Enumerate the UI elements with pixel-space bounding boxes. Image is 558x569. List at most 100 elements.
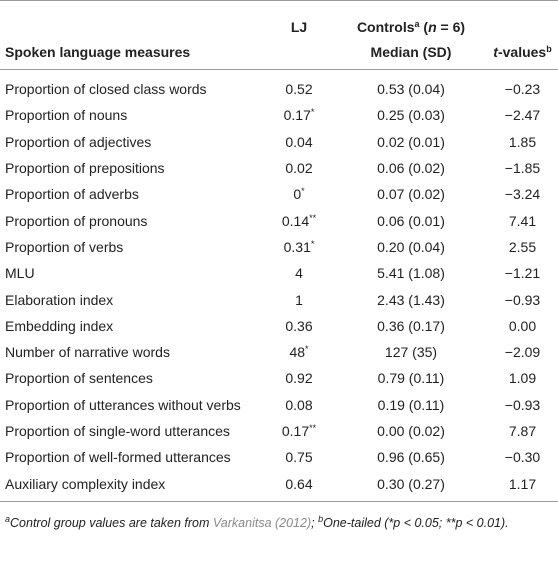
lj-cell: 0.08 (263, 392, 335, 418)
table-row: Proportion of single-word utterances 0.17… (0, 418, 558, 444)
t-cell: −0.30 (487, 444, 558, 470)
t-cell: 7.41 (487, 207, 558, 233)
measure-cell: Proportion of prepositions (0, 155, 263, 181)
lj-value: 0.17 (283, 107, 311, 124)
controls-value: 0.19 (0.11) (377, 396, 445, 413)
header-cell: t-valuesb (487, 35, 558, 70)
measure-cell: Proportion of sentences (0, 365, 263, 391)
lj-cell: 4 (263, 260, 335, 286)
t-cell: 2.55 (487, 234, 558, 260)
controls-value: 0.07 (0.02) (377, 186, 445, 203)
header-row: LJ Controlsa (n = 6) (0, 1, 558, 35)
controls-value: 0.06 (0.01) (377, 212, 445, 229)
controls-cell: 0.36 (0.17) (335, 313, 487, 339)
data-table: LJ Controlsa (n = 6) Spoken language mea… (0, 0, 558, 502)
t-value: 1.85 (508, 133, 537, 150)
t-cell: 0.00 (487, 313, 558, 339)
lj-value: 48 (289, 344, 306, 361)
footnote-text: One-tailed (*p < 0.05; **p < 0.01). (323, 515, 509, 530)
table-row: Proportion of adjectives 0.04 0.02 (0.01) 1… (0, 129, 558, 155)
lj-cell: 0.92 (263, 365, 335, 391)
footnote-text: Control group values are taken from (10, 515, 210, 530)
measure-text: Proportion of adverbs (5, 186, 139, 203)
significance-mark: * (305, 344, 309, 355)
controls-cell: 0.07 (0.02) (335, 181, 487, 207)
lj-cell: 0.75 (263, 444, 335, 470)
controls-cell: 0.00 (0.02) (335, 418, 487, 444)
header-row: Spoken language measures Median (SD) t-v… (0, 35, 558, 70)
table-header: LJ Controlsa (n = 6) Spoken language mea… (0, 1, 558, 70)
measure-cell: Proportion of utterances without verbs (0, 392, 263, 418)
t-cell: −0.93 (487, 392, 558, 418)
lj-value: 0.52 (285, 81, 313, 98)
lj-cell: 1 (263, 286, 335, 312)
footnote-text: ; (311, 515, 315, 530)
significance-mark: ** (309, 423, 317, 433)
controls-value: 127 (35) (384, 344, 438, 361)
table-row: Proportion of well-formed utterances 0.75… (0, 444, 558, 470)
lj-cell: 0.17** (263, 418, 335, 444)
header-cell: Median (SD) (335, 35, 487, 70)
t-value: 1.17 (508, 475, 537, 492)
measure-text: Proportion of nouns (5, 107, 128, 124)
lj-value: 0.04 (285, 133, 313, 150)
table-row: Proportion of utterances without verbs 0.… (0, 392, 558, 418)
controls-value: 0.96 (0.65) (377, 449, 445, 466)
table-row: Number of narrative words 48* 127 (35) −2.0… (0, 339, 558, 365)
controls-cell: 2.43 (1.43) (335, 286, 487, 312)
footnote: aControl group values are taken from Var… (0, 502, 558, 535)
measure-text: Number of narrative words (5, 344, 170, 361)
measure-text: Proportion of closed class words (5, 81, 207, 98)
table-row: Embedding index 0.36 0.36 (0.17) 0.00 (0, 313, 558, 339)
controls-value: 0.25 (0.03) (377, 107, 445, 124)
table-row: Proportion of adverbs 0* 0.07 (0.02) −3.24 (0, 181, 558, 207)
controls-cell: 5.41 (1.08) (335, 260, 487, 286)
controls-value: 0.20 (0.04) (377, 238, 445, 255)
lj-value: 0 (293, 186, 302, 203)
t-value: −2.47 (504, 107, 541, 124)
measure-text: Embedding index (5, 317, 114, 334)
t-cell: −2.09 (487, 339, 558, 365)
lj-cell: 0.36 (263, 313, 335, 339)
t-value: −1.85 (504, 160, 541, 177)
lj-cell: 0.31* (263, 234, 335, 260)
controls-value: 5.41 (1.08) (377, 265, 445, 282)
measure-cell: Embedding index (0, 313, 263, 339)
t-cell: −0.23 (487, 70, 558, 103)
header-text: LJ (290, 19, 308, 35)
table-row: Proportion of sentences 0.92 0.79 (0.11) 1.… (0, 365, 558, 391)
t-cell: −1.85 (487, 155, 558, 181)
header-text: Median (SD) (370, 44, 452, 60)
table-row: Elaboration index 1 2.43 (1.43) −0.93 (0, 286, 558, 312)
controls-value: 0.53 (0.04) (377, 81, 445, 98)
significance-mark: * (301, 186, 305, 197)
t-value: 7.87 (508, 423, 537, 439)
lj-cell: 0.04 (263, 129, 335, 155)
header-cell (263, 35, 335, 70)
citation-link[interactable]: Varkanitsa (2012) (212, 515, 312, 530)
t-value: −3.24 (504, 186, 541, 203)
measure-text: MLU (5, 265, 35, 282)
table-row: Auxiliary complexity index 0.64 0.30 (0.27… (0, 470, 558, 501)
measure-text: Proportion of utterances without verbs (5, 396, 241, 413)
superscript: a (5, 513, 11, 524)
t-cell: 1.09 (487, 365, 558, 391)
t-value: 0.00 (508, 317, 537, 334)
lj-cell: 0* (263, 181, 335, 207)
controls-cell: 0.96 (0.65) (335, 444, 487, 470)
lj-value: 0.75 (285, 449, 313, 466)
table-row: Proportion of closed class words 0.52 0.53… (0, 70, 558, 103)
measure-cell: Elaboration index (0, 286, 263, 312)
header-text: ( (423, 19, 429, 35)
t-cell: 7.87 (487, 418, 558, 444)
lj-value: 1 (295, 291, 303, 308)
t-cell: 1.85 (487, 129, 558, 155)
t-value: 7.41 (508, 212, 537, 229)
measure-text: Elaboration index (5, 291, 114, 308)
controls-cell: 0.06 (0.02) (335, 155, 487, 181)
measure-cell: Proportion of adverbs (0, 181, 263, 207)
t-cell: −2.47 (487, 102, 558, 128)
measure-text: Proportion of pronouns (5, 212, 148, 229)
lj-cell: 0.14** (263, 207, 335, 233)
